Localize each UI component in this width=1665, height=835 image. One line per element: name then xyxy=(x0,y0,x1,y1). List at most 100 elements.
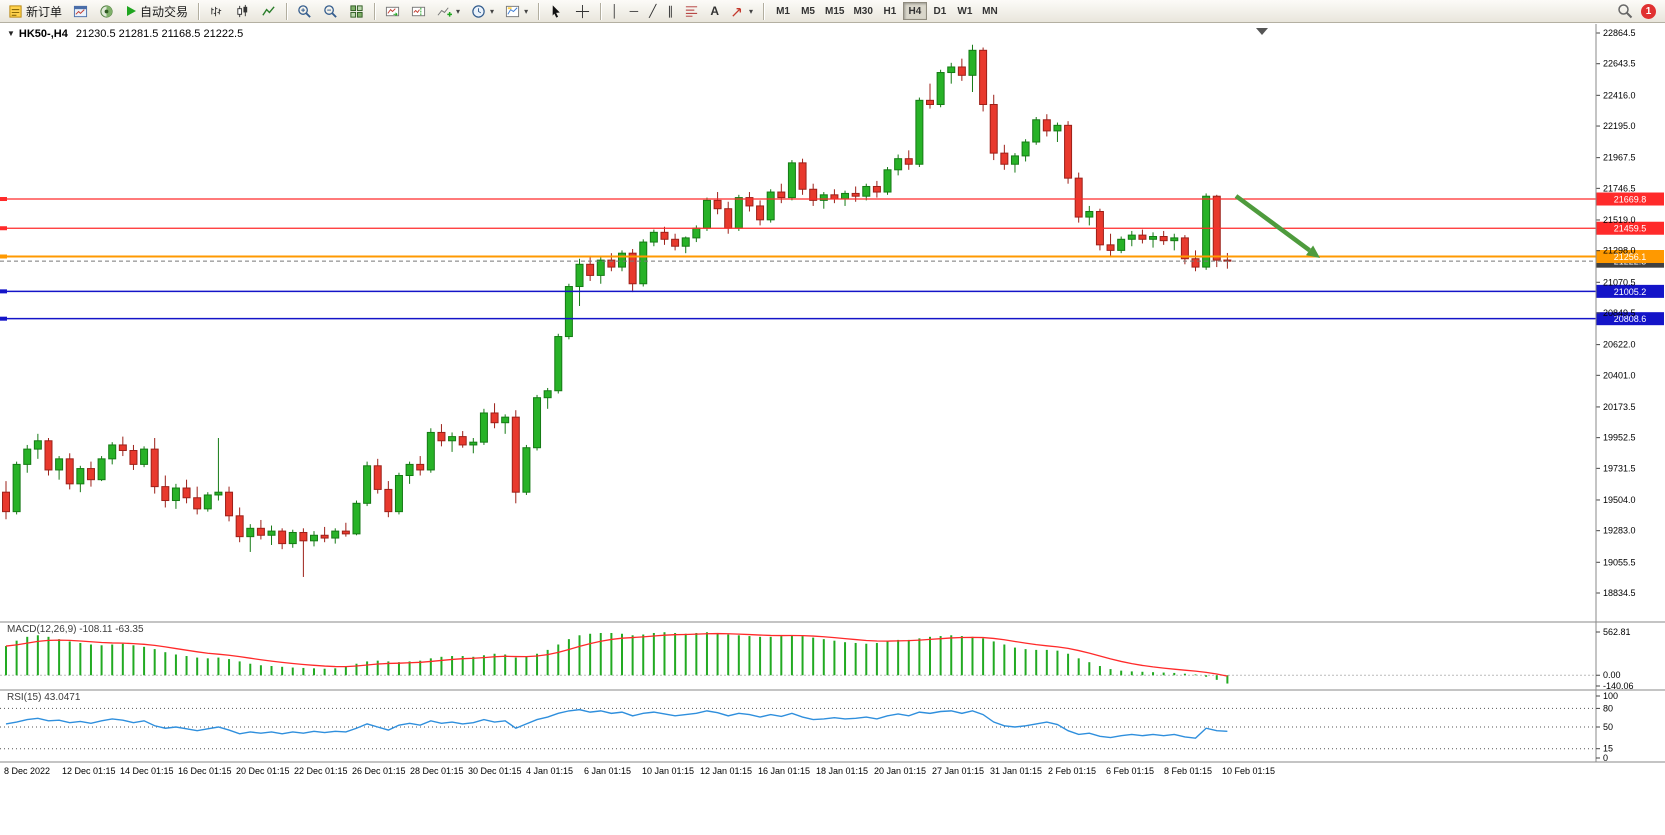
svg-text:21519.0: 21519.0 xyxy=(1603,215,1636,225)
arrows-tool-icon xyxy=(732,7,742,17)
timeframe-m30-button[interactable]: M30 xyxy=(849,2,876,20)
timeframe-m5-button[interactable]: M5 xyxy=(796,2,820,20)
channel-button[interactable]: ∥ xyxy=(662,1,678,21)
candle-body xyxy=(777,191,786,199)
candle-body xyxy=(968,49,977,76)
indicators-button[interactable]: ▾ xyxy=(432,1,465,21)
timeframe-d1-button[interactable]: D1 xyxy=(928,2,952,20)
fibonacci-button[interactable] xyxy=(679,1,704,21)
horizontal-line-button[interactable]: ─ xyxy=(625,1,644,21)
candle-body xyxy=(607,259,616,268)
svg-text:21746.5: 21746.5 xyxy=(1603,183,1636,193)
svg-text:20173.5: 20173.5 xyxy=(1603,402,1636,412)
candle-body xyxy=(915,99,924,165)
toolbar-separator xyxy=(374,2,376,20)
svg-text:19952.5: 19952.5 xyxy=(1603,433,1636,443)
price-level-badge xyxy=(1596,249,1664,263)
auto-scroll-button[interactable] xyxy=(380,1,405,21)
cursor-button[interactable] xyxy=(544,1,569,21)
price-chart-canvas[interactable]: 21222.521669.821459.521256.121005.220808… xyxy=(0,24,1665,764)
candle-body xyxy=(235,515,244,538)
time-axis-label: 6 Jan 01:15 xyxy=(584,766,632,776)
candle-body xyxy=(310,534,318,542)
candle-body xyxy=(1064,124,1073,179)
candle-body xyxy=(618,252,626,268)
candle-body xyxy=(1117,238,1126,251)
time-axis-label: 22 Dec 01:15 xyxy=(294,766,348,776)
time-axis[interactable]: 8 Dec 2022 12 Dec 01:15 14 Dec 01:15 16 Dec… xyxy=(0,763,1665,781)
candle-body xyxy=(1032,119,1041,143)
candle-body xyxy=(989,103,998,154)
candle-body xyxy=(660,231,669,240)
candle-body xyxy=(1053,124,1062,132)
timeframe-w1-button[interactable]: W1 xyxy=(953,2,977,20)
candle-body xyxy=(596,259,605,276)
arrows-button[interactable]: ▾ xyxy=(725,1,758,21)
candle-body xyxy=(341,530,350,535)
candle-body xyxy=(1202,195,1211,268)
candle-body xyxy=(256,527,265,536)
candle-body xyxy=(320,534,329,539)
chart-shift-button[interactable] xyxy=(406,1,431,21)
timeframe-m1-button[interactable]: M1 xyxy=(771,2,795,20)
auto-scroll-icon xyxy=(385,6,400,16)
candle-body xyxy=(352,502,361,535)
line-left-marker xyxy=(0,197,7,202)
new-order-button[interactable]: 新订单 xyxy=(3,1,67,21)
candle-body xyxy=(819,194,828,201)
candle-body xyxy=(1191,258,1200,268)
crosshair-icon xyxy=(576,4,590,18)
zoom-in-button[interactable] xyxy=(292,1,317,21)
profiles-button[interactable] xyxy=(94,1,119,21)
candle-body xyxy=(299,531,308,542)
timeframe-h1-button[interactable]: H1 xyxy=(878,2,902,20)
svg-text:50: 50 xyxy=(1603,722,1613,732)
notifications-badge[interactable]: 1 xyxy=(1641,3,1656,19)
timeframe-m15-button[interactable]: M15 xyxy=(821,2,848,20)
tile-windows-button[interactable] xyxy=(344,1,369,21)
search-icon xyxy=(1618,4,1633,19)
candle-body xyxy=(639,241,648,285)
candle-body xyxy=(830,194,839,200)
svg-text:22195.0: 22195.0 xyxy=(1603,121,1636,131)
vertical-line-button[interactable]: │ xyxy=(606,1,624,21)
svg-text:21005.2: 21005.2 xyxy=(1614,287,1647,297)
line-left-marker xyxy=(0,254,7,259)
text-button[interactable]: A xyxy=(705,1,724,21)
new-order-label: 新订单 xyxy=(26,4,63,19)
candle-body xyxy=(490,412,499,424)
templates-button[interactable]: ▾ xyxy=(500,1,533,21)
timeframe-mn-button[interactable]: MN xyxy=(978,2,1002,20)
candle-body xyxy=(373,465,382,490)
crosshair-button[interactable] xyxy=(570,1,595,21)
search-button[interactable] xyxy=(1612,1,1638,21)
time-axis-label: 2 Feb 01:15 xyxy=(1048,766,1097,776)
timeframe-h4-button[interactable]: H4 xyxy=(902,2,927,20)
candle-body xyxy=(564,286,573,338)
chart-shift-marker xyxy=(1256,28,1268,35)
auto-trading-button[interactable]: 自动交易 xyxy=(120,1,193,21)
candle-body xyxy=(1021,141,1030,157)
zoom-out-button[interactable] xyxy=(318,1,343,21)
time-axis-label: 27 Jan 01:15 xyxy=(932,766,985,776)
candle-body xyxy=(628,252,637,285)
auto-trading-label: 自动交易 xyxy=(140,4,189,19)
bar-chart-button[interactable] xyxy=(204,1,229,21)
periods-button[interactable]: ▾ xyxy=(466,1,499,21)
new-chart-button[interactable] xyxy=(68,1,93,21)
trendline-button[interactable]: ╱ xyxy=(644,1,661,21)
candle-body xyxy=(182,487,191,499)
line-left-marker xyxy=(0,316,7,321)
time-axis-label: 12 Jan 01:15 xyxy=(700,766,753,776)
candle-body xyxy=(150,448,159,488)
candle-body xyxy=(1010,155,1019,165)
macd-signal-line xyxy=(5,632,1228,677)
candle-body xyxy=(554,336,563,392)
time-axis-label: 4 Jan 01:15 xyxy=(526,766,574,776)
candle-body xyxy=(278,530,287,545)
svg-text:562.81: 562.81 xyxy=(1603,627,1631,637)
line-chart-button[interactable] xyxy=(256,1,281,21)
candle-body xyxy=(129,449,138,465)
candlestick-chart-button[interactable] xyxy=(230,1,255,21)
main-toolbar: 新订单 自动交易 xyxy=(0,0,1665,23)
